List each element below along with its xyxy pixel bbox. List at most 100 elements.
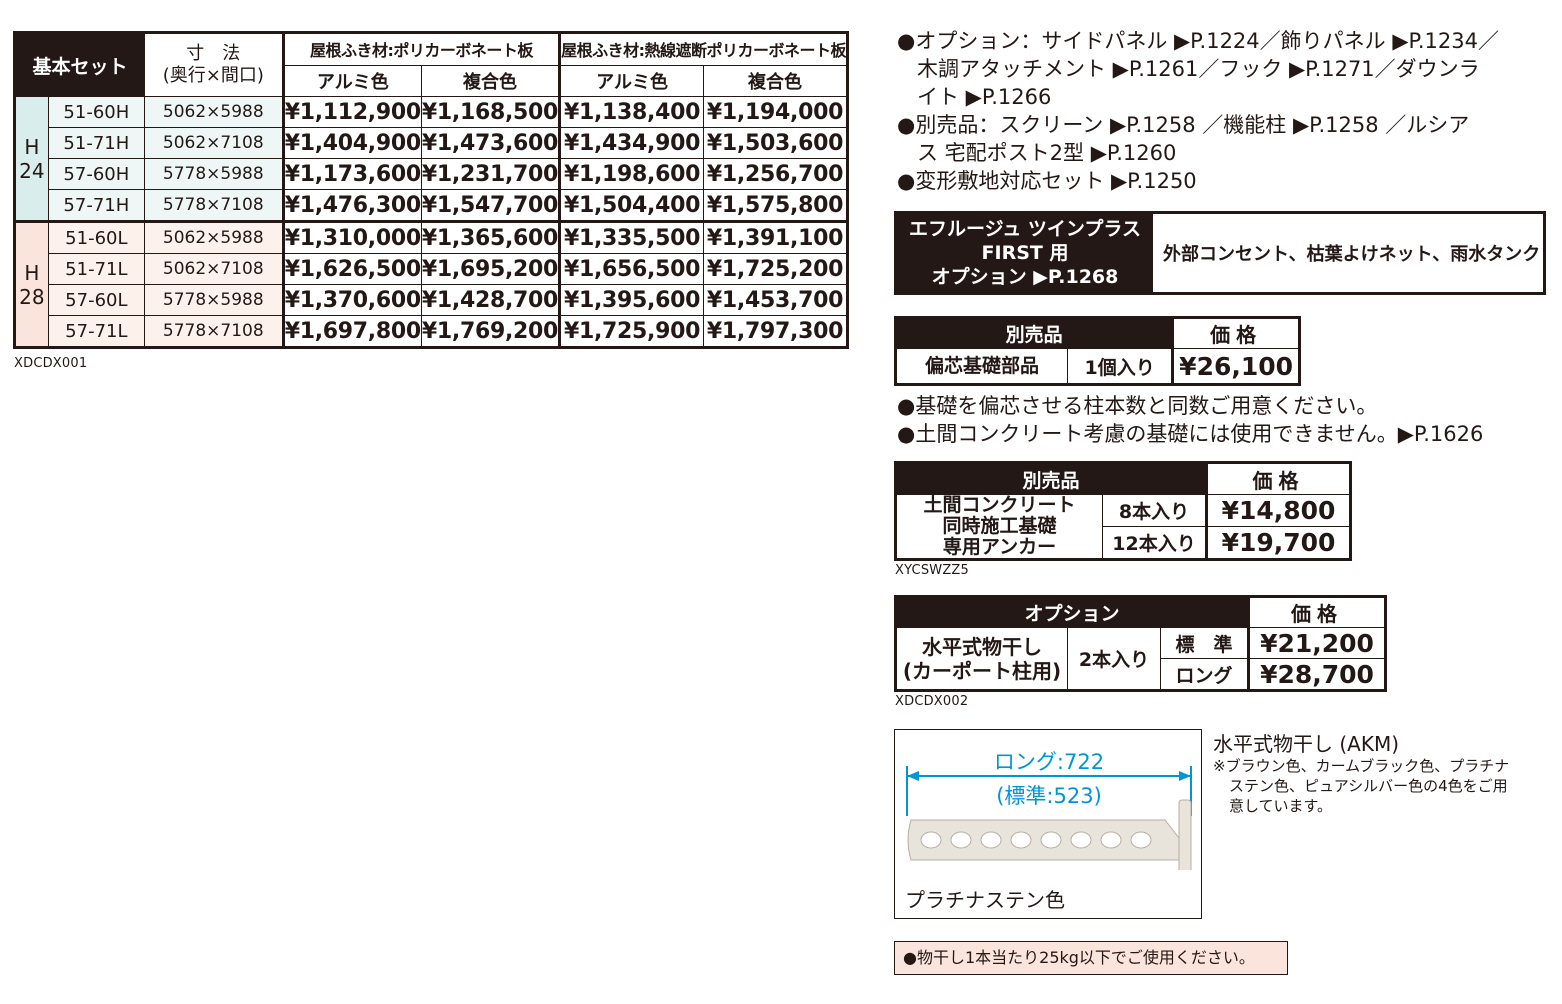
- size-cell: 5778×7108: [143, 315, 284, 348]
- anchor-qty-8: 8本入り: [1102, 494, 1207, 527]
- offset-base-notes: ●基礎を偏芯させる柱本数と同数ご用意ください。 ●土間コンクリート考慮の基礎には…: [897, 394, 1484, 446]
- size-cell: 5062×7108: [143, 253, 284, 285]
- price-cell: ¥1,725,900: [558, 315, 705, 348]
- price-cell: ¥1,391,100: [703, 220, 848, 254]
- model-cell: 51-71H: [47, 127, 145, 159]
- group-h24: H 24: [14, 96, 49, 222]
- price-cell: ¥1,256,700: [703, 158, 848, 190]
- size-cell: 5062×5988: [143, 96, 284, 128]
- anchor-header: 別売品: [895, 462, 1207, 495]
- model-cell: 57-60H: [47, 158, 145, 190]
- drying-price-header: 価格: [1247, 596, 1386, 628]
- size-cell: 5778×5988: [143, 284, 284, 316]
- size-cell: 5062×5988: [143, 220, 284, 254]
- model-cell: 57-71L: [47, 315, 145, 348]
- price-cell: ¥1,198,600: [558, 158, 705, 190]
- anchor-price-8: ¥14,800: [1205, 494, 1351, 527]
- first-option-box: エフルージュ ツインプラス FIRST 用 オプション ▶P.1268 外部コン…: [894, 211, 1546, 295]
- price-table: 基本セット 寸 法 (奥行×間口) 屋根ふき材:ポリカーボネート板 屋根ふき材:…: [13, 31, 849, 349]
- header-alumi-2: アルミ色: [558, 64, 705, 97]
- price-cell: ¥1,476,300: [281, 189, 422, 222]
- table-row: 57-71H 5778×7108 ¥1,476,300 ¥1,547,700 ¥…: [15, 189, 848, 222]
- product-description: ※ブラウン色、カームブラック色、プラチナ ステン色、ピュアシルバー色の4色をご用…: [1213, 757, 1510, 815]
- header-fukugo-2: 複合色: [703, 64, 848, 97]
- product-title: 水平式物干し (AKM): [1213, 732, 1400, 756]
- model-cell: 57-60L: [47, 284, 145, 316]
- clothes-dryer-illustration: [906, 766, 1192, 870]
- drying-price-long: ¥28,700: [1247, 658, 1386, 691]
- price-cell: ¥1,112,900: [281, 96, 422, 128]
- header-fukugo-1: 複合色: [420, 64, 561, 97]
- offset-base-price: ¥26,100: [1171, 348, 1300, 385]
- offset-base-price-header: 価格: [1171, 317, 1300, 349]
- anchor-table: 別売品 価格 土間コンクリート 同時施工基礎 専用アンカー 8本入り ¥14,8…: [894, 461, 1352, 561]
- table-row: H 28 51-60L 5062×5988 ¥1,310,000 ¥1,365,…: [14, 220, 848, 348]
- size-cell: 5778×7108: [143, 189, 284, 222]
- load-warning: ●物干し1本当たり25kg以下でご使用ください。: [894, 941, 1288, 975]
- anchor-qty-12: 12本入り: [1102, 525, 1207, 561]
- price-cell: ¥1,725,200: [703, 253, 848, 285]
- price-cell: ¥1,797,300: [703, 315, 848, 348]
- table-row: 51-71H 5062×7108 ¥1,404,900 ¥1,473,600 ¥…: [15, 127, 848, 159]
- group-h28: H 28: [14, 220, 49, 348]
- price-cell: ¥1,504,400: [558, 189, 705, 222]
- price-cell: ¥1,194,000: [703, 96, 848, 128]
- table-row: 51-71L 5062×7108 ¥1,626,500 ¥1,695,200 ¥…: [15, 253, 848, 285]
- model-cell: 57-71H: [47, 189, 145, 222]
- header-basic-set: 基本セット: [14, 32, 145, 97]
- model-cell: 51-60H: [47, 96, 145, 128]
- first-option-items: 外部コンセント、枯葉よけネット、雨水タンク: [1163, 244, 1541, 265]
- header-roof-heat-shield: 屋根ふき材:熱線遮断ポリカーボネート板: [558, 32, 848, 66]
- drying-type-standard: 標 準: [1160, 627, 1249, 659]
- price-cell: ¥1,231,700: [420, 158, 561, 190]
- model-cell: 51-60L: [47, 220, 145, 254]
- price-cell: ¥1,173,600: [281, 158, 422, 190]
- drying-code: XDCDX002: [895, 694, 969, 709]
- price-cell: ¥1,769,200: [420, 315, 561, 348]
- price-cell: ¥1,138,400: [558, 96, 705, 128]
- anchor-code: XYCSWZZ5: [895, 563, 970, 578]
- drying-qty: 2本入り: [1067, 627, 1161, 691]
- drying-header: オプション: [895, 596, 1249, 628]
- size-cell: 5778×5988: [143, 158, 284, 190]
- price-cell: ¥1,335,500: [558, 220, 705, 254]
- price-cell: ¥1,503,600: [703, 127, 848, 159]
- drying-type-long: ロング: [1160, 658, 1249, 691]
- option-notes: ●オプション：サイドパネル ▶P.1224／飾りパネル ▶P.1234／ 木調ア…: [897, 29, 1499, 193]
- offset-base-table: 別売品 価格 偏芯基礎部品 1個入り ¥26,100: [894, 316, 1301, 386]
- price-cell: ¥1,404,900: [281, 127, 422, 159]
- main-table-code: XDCDX001: [14, 356, 88, 371]
- offset-base-qty: 1個入り: [1066, 348, 1174, 385]
- product-box: ロング:722 (標準:523) プラチナステン色: [894, 729, 1202, 919]
- header-roof-polycarbonate: 屋根ふき材:ポリカーボネート板: [281, 32, 561, 66]
- header-dimensions: 寸 法 (奥行×間口): [143, 32, 284, 97]
- price-cell: ¥1,695,200: [420, 253, 561, 285]
- color-label: プラチナステン色: [905, 888, 1065, 912]
- price-cell: ¥1,453,700: [703, 284, 848, 316]
- drying-name: 水平式物干し (カーポート柱用): [895, 627, 1068, 691]
- price-cell: ¥1,310,000: [281, 220, 422, 254]
- price-cell: ¥1,168,500: [420, 96, 561, 128]
- dimension-standard: (標準:523): [996, 784, 1102, 808]
- dimension-arrow: [906, 766, 1192, 816]
- header-alumi-1: アルミ色: [281, 64, 422, 97]
- price-cell: ¥1,656,500: [558, 253, 705, 285]
- price-cell: ¥1,547,700: [420, 189, 561, 222]
- size-cell: 5062×7108: [143, 127, 284, 159]
- table-row: 57-60L 5778×5988 ¥1,370,600 ¥1,428,700 ¥…: [15, 284, 848, 316]
- price-cell: ¥1,434,900: [558, 127, 705, 159]
- price-cell: ¥1,370,600: [281, 284, 422, 316]
- anchor-name: 土間コンクリート 同時施工基礎 専用アンカー: [895, 494, 1103, 560]
- price-cell: ¥1,697,800: [281, 315, 422, 348]
- first-option-label: エフルージュ ツインプラス FIRST 用 オプション ▶P.1268: [897, 214, 1153, 292]
- model-cell: 51-71L: [47, 253, 145, 285]
- price-cell: ¥1,395,600: [558, 284, 705, 316]
- price-cell: ¥1,428,700: [420, 284, 561, 316]
- price-cell: ¥1,575,800: [703, 189, 848, 222]
- price-cell: ¥1,626,500: [281, 253, 422, 285]
- table-row: H 24 51-60H 5062×5988 ¥1,112,900 ¥1,168,…: [14, 96, 848, 222]
- table-row: 57-60H 5778×5988 ¥1,173,600 ¥1,231,700 ¥…: [15, 158, 848, 190]
- anchor-price-12: ¥19,700: [1205, 525, 1351, 561]
- offset-base-header: 別売品: [894, 317, 1174, 349]
- offset-base-name: 偏芯基礎部品: [895, 348, 1068, 385]
